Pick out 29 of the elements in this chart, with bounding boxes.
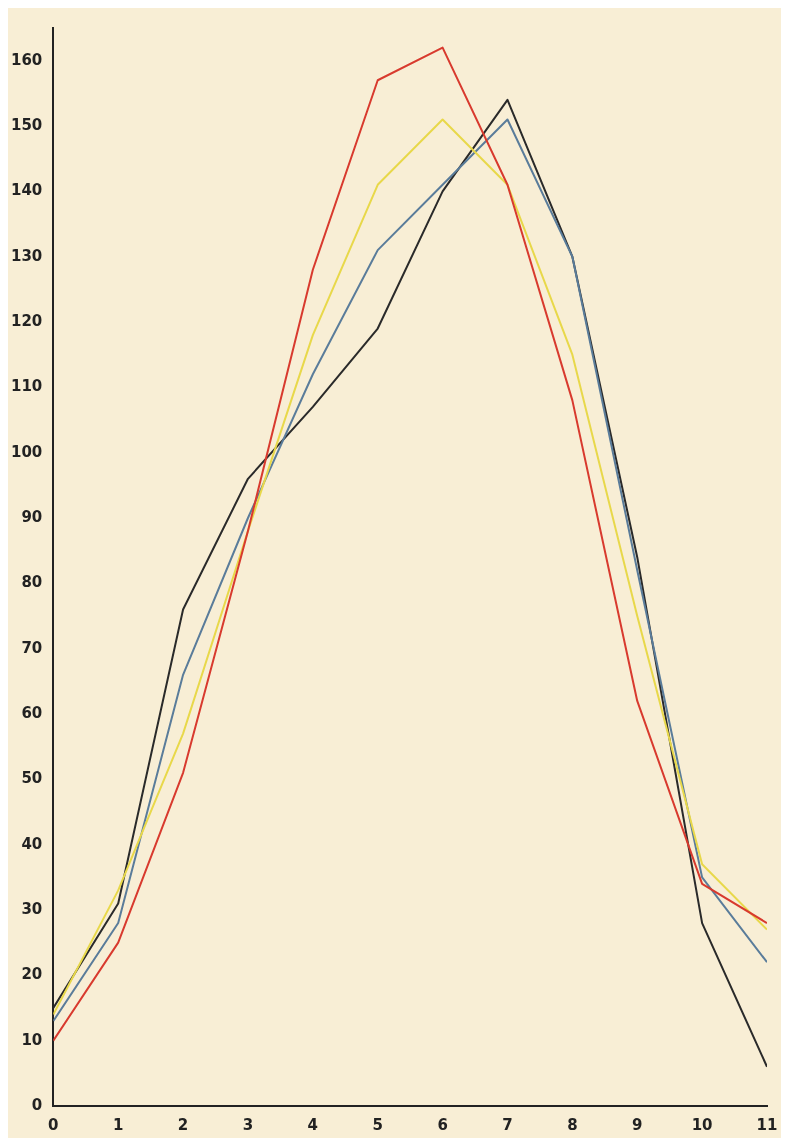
y-tick-label: 60: [21, 703, 43, 722]
y-tick-label: 140: [11, 181, 43, 200]
x-tick-label: 5: [372, 1115, 383, 1134]
y-tick-label: 100: [11, 442, 43, 461]
y-tick-label: 40: [21, 834, 43, 853]
x-tick-label: 2: [177, 1115, 189, 1134]
y-tick-label: 70: [21, 638, 43, 657]
y-tick-label: 30: [21, 899, 43, 918]
y-tick-label: 110: [11, 377, 43, 396]
x-tick-label: 0: [48, 1115, 59, 1134]
y-tick-label: 50: [21, 769, 43, 788]
y-tick-label: 90: [21, 507, 43, 526]
y-tick-label: 150: [11, 115, 43, 134]
y-tick-label: 0: [31, 1095, 43, 1114]
x-tick-label: 1: [112, 1115, 124, 1134]
x-tick-label: 9: [632, 1115, 643, 1134]
x-tick-label: 4: [307, 1115, 319, 1134]
x-tick-label: 3: [242, 1115, 254, 1134]
x-tick-label: 11: [756, 1115, 778, 1134]
y-tick-label: 20: [21, 965, 43, 984]
x-tick-label: 6: [437, 1115, 448, 1134]
y-tick-label: 10: [21, 1030, 43, 1049]
x-tick-label: 7: [502, 1115, 513, 1134]
x-tick-label: 10: [691, 1115, 713, 1134]
y-tick-label: 120: [11, 311, 43, 330]
y-tick-label: 80: [21, 573, 43, 592]
x-tick-label: 8: [567, 1115, 578, 1134]
y-tick-label: 130: [11, 246, 43, 265]
y-tick-label: 160: [11, 50, 43, 69]
